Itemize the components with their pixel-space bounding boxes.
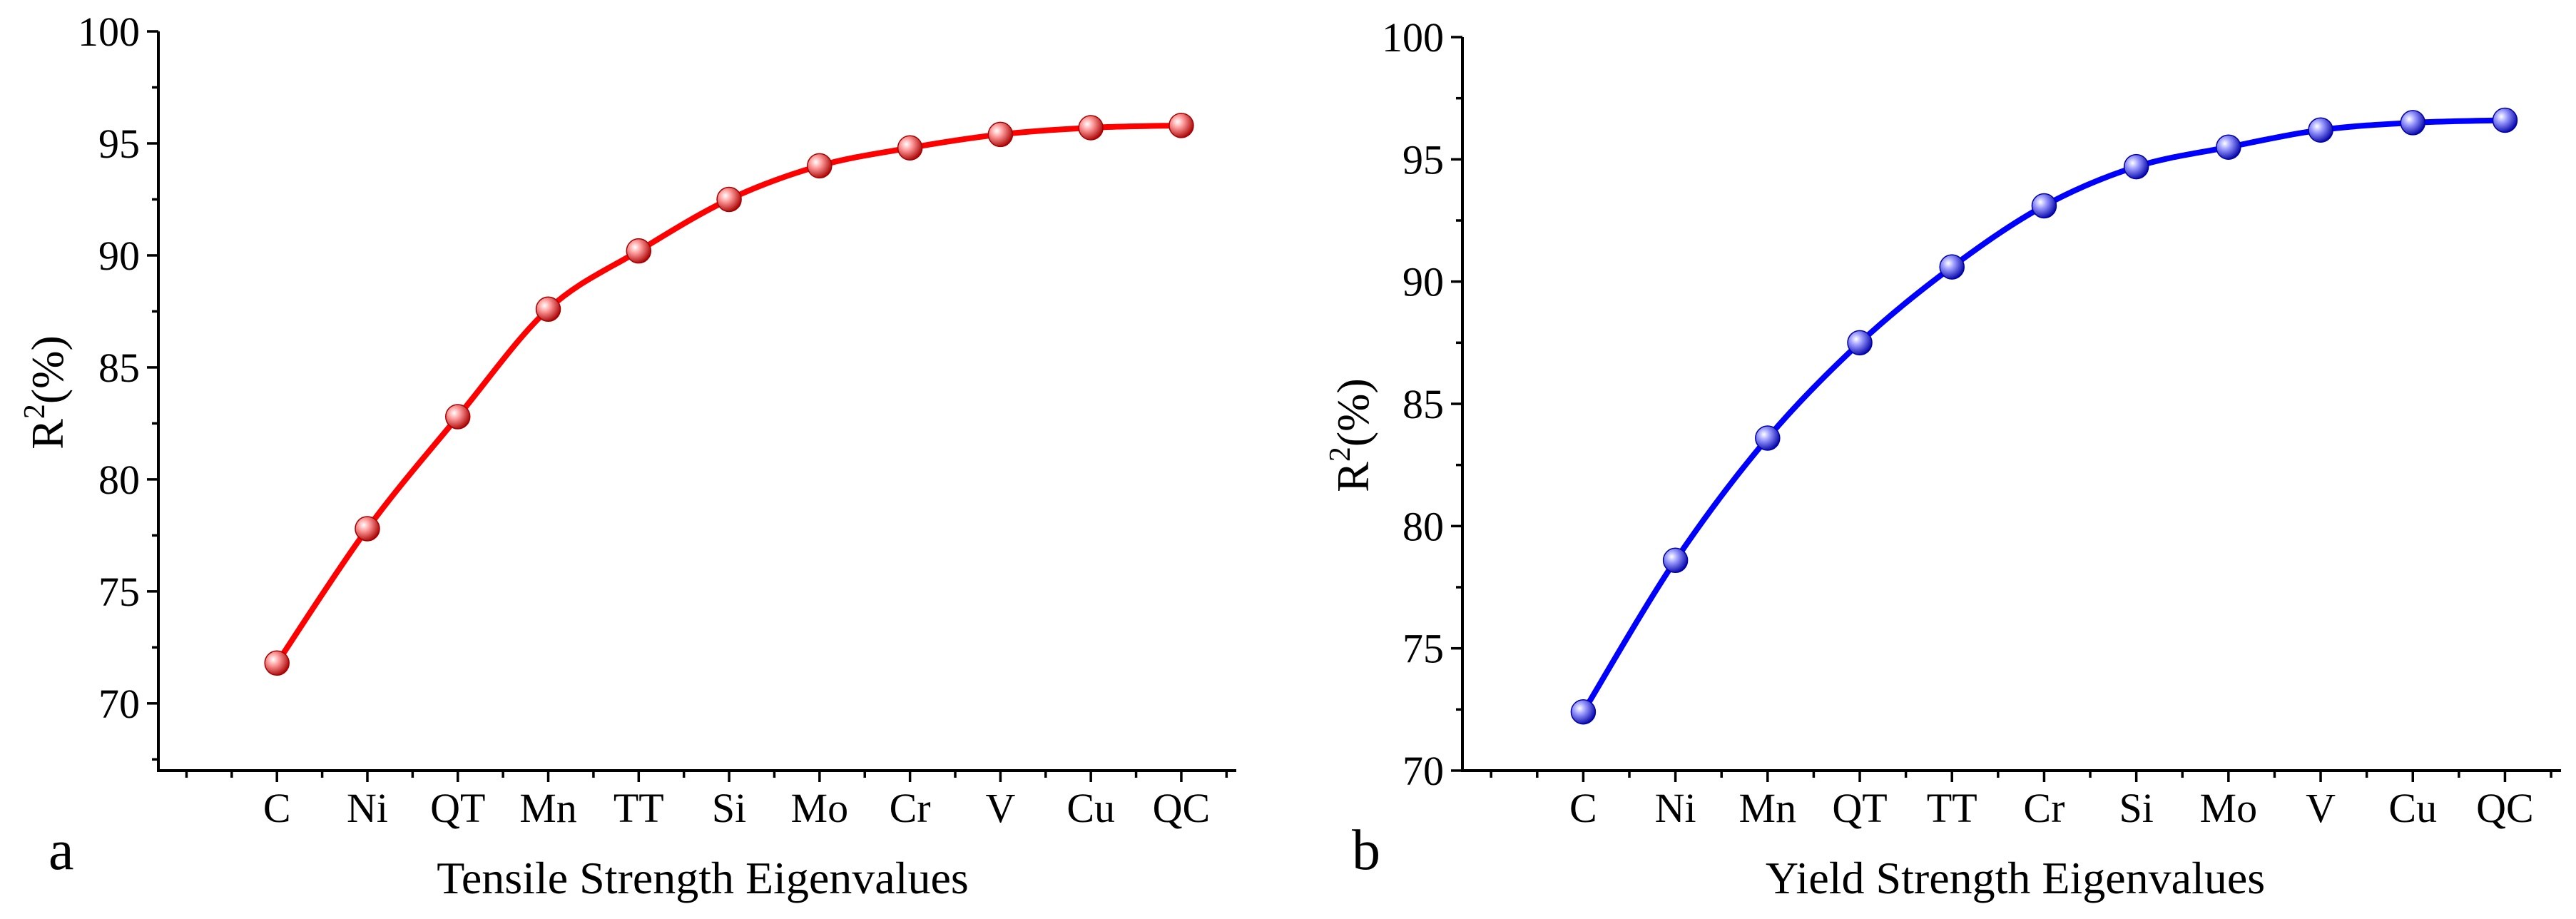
data-point-b-V [2308, 117, 2333, 143]
data-point-b-Mn [1755, 425, 1781, 451]
data-point-a-Si [716, 186, 742, 213]
data-point-b-Cu [2400, 110, 2426, 136]
data-point-b-C [1570, 699, 1597, 725]
x-tick-label-a: V [985, 785, 1015, 831]
y-tick-label-a: 70 [98, 681, 140, 727]
axes-b [1461, 37, 2561, 772]
y-tick-label-a: 100 [78, 9, 140, 55]
data-point-b-TT [1939, 254, 1965, 280]
data-point-b-QC [2492, 107, 2518, 133]
data-point-a-QC [1169, 113, 1194, 138]
panel-label-a: a [49, 819, 74, 882]
x-tick-label-a: C [263, 785, 291, 831]
y-axis-title-a-superscript: 2 [19, 404, 51, 419]
x-tick-label-b: V [2306, 785, 2336, 831]
data-point-a-Cr [897, 135, 923, 161]
x-tick-label-a: Ni [347, 785, 388, 831]
y-tick-label-b: 80 [1402, 503, 1444, 549]
data-point-b-QT [1847, 330, 1873, 356]
y-axis-title-b-base: R [1328, 462, 1378, 492]
x-axis-title-b: Yield Strength Eigenvalues [1766, 853, 2265, 903]
y-axis-title-a-unit: (%) [22, 335, 73, 404]
y-axis-title-b: R2(%) [1324, 378, 1378, 492]
x-tick-label-b: Mn [1739, 785, 1797, 831]
data-point-a-V [987, 121, 1014, 148]
y-tick-label-b: 75 [1402, 626, 1444, 672]
data-point-b-Mo [2216, 134, 2241, 160]
x-tick-label-b: C [1569, 785, 1597, 831]
data-point-a-TT [626, 238, 652, 264]
x-tick-label-a: Cr [890, 785, 931, 831]
x-tick-label-a: Si [712, 785, 746, 831]
data-point-a-Cu [1078, 115, 1104, 141]
data-point-b-Cr [2031, 193, 2057, 219]
x-tick-label-b: Si [2119, 785, 2153, 831]
y-tick-label-a: 85 [98, 345, 140, 391]
data-point-a-C [264, 650, 290, 676]
chart-panel-a: 70 75 80 85 90 95 100 C Ni QT Mn TT Si Mo Cr V Cu QC a Te… [19, 9, 1236, 903]
x-axis-title-a: Tensile Strength Eigenvalues [437, 853, 969, 903]
y-tick-label-b: 70 [1402, 748, 1444, 794]
y-tick-label-b: 90 [1402, 259, 1444, 305]
data-point-a-Mn [535, 296, 561, 323]
x-tick-label-a: TT [614, 785, 664, 831]
x-tick-label-b: Ni [1655, 785, 1696, 831]
x-tick-label-a: Cu [1066, 785, 1115, 831]
y-axis-title-a: R2(%) [19, 335, 73, 450]
x-tick-label-b: QT [1832, 785, 1887, 831]
y-axis-title-b-superscript: 2 [1324, 447, 1357, 462]
x-tick-label-b: Cu [2388, 785, 2437, 831]
data-point-a-QT [445, 404, 471, 430]
panel-label-b: b [1352, 819, 1380, 882]
y-tick-label-b: 100 [1382, 14, 1444, 61]
y-tick-label-b: 95 [1402, 136, 1444, 183]
data-point-a-Ni [355, 516, 380, 542]
data-point-b-Si [2123, 153, 2149, 180]
x-tick-label-b: Cr [2023, 785, 2065, 831]
y-tick-label-b: 85 [1402, 381, 1444, 427]
x-tick-label-a: QT [430, 785, 485, 831]
y-tick-label-a: 80 [98, 457, 140, 503]
y-tick-label-a: 90 [98, 233, 140, 279]
x-tick-label-b: TT [1927, 785, 1977, 831]
chart-panel-b: 70 75 80 85 90 95 100 C Ni Mn QT TT Cr Si Mo V Cu QC b Yi… [1324, 14, 2561, 903]
x-tick-label-a: Mo [791, 785, 849, 831]
x-tick-label-a: Mn [519, 785, 577, 831]
x-tick-label-a: QC [1153, 785, 1211, 831]
series-line-b [1580, 117, 2508, 715]
y-axis-title-b-unit: (%) [1328, 378, 1378, 447]
data-point-b-Ni [1662, 547, 1689, 574]
x-tick-label-b: Mo [2200, 785, 2258, 831]
x-tick-label-b: QC [2476, 785, 2534, 831]
y-tick-label-a: 95 [98, 121, 140, 167]
y-axis-title-a-base: R [22, 419, 73, 450]
y-tick-label-a: 75 [98, 569, 140, 615]
axes-a [157, 31, 1236, 772]
data-point-a-Mo [807, 153, 833, 179]
